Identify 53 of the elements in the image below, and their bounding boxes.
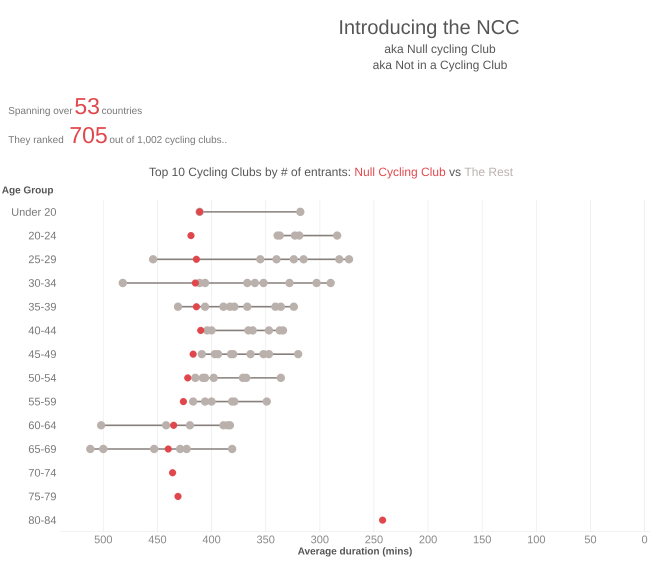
- y-tick-label: 50-54: [28, 374, 56, 382]
- text: vs: [449, 170, 461, 176]
- x-axis-title: Average duration (mins): [298, 547, 412, 557]
- y-tick-label: 75-79: [28, 492, 56, 500]
- text: The Rest: [464, 167, 513, 176]
- y-tick-label: 65-69: [28, 445, 56, 453]
- y-tick-label: 30-34: [28, 279, 56, 287]
- y-tick-label: 70-74: [28, 468, 56, 477]
- point: [187, 232, 195, 240]
- y-tick-label: 40-44: [28, 326, 56, 334]
- x-tick-label: 100: [528, 536, 546, 544]
- x-tick-label: 0: [642, 536, 648, 544]
- point: [170, 422, 178, 429]
- point: [192, 303, 200, 310]
- legend-title: Top 10 Cycling Clubs by # of entrants:: [149, 167, 350, 178]
- x-tick-label: 50: [584, 536, 596, 544]
- point: [197, 326, 204, 334]
- y-tick-label: 25-29: [28, 255, 56, 264]
- text: 705: [70, 126, 107, 144]
- y-axis-title: Age Group: [2, 186, 54, 196]
- y-tick-label: 55-59: [28, 398, 56, 406]
- x-tick-label: 200: [419, 536, 437, 544]
- point: [180, 398, 188, 406]
- y-tick-label: 35-39: [28, 302, 56, 311]
- point: [164, 445, 172, 453]
- x-tick-label: 150: [474, 536, 491, 544]
- chart-title: Introducing the NCC: [340, 20, 519, 38]
- x-tick-label: 350: [256, 536, 274, 544]
- point: [174, 492, 182, 500]
- text: aka Not in a Cycling Club: [373, 60, 507, 72]
- point: [192, 279, 199, 287]
- text: They ranked: [8, 136, 64, 146]
- text: Null Cycling Club: [355, 167, 446, 178]
- text: countries: [102, 106, 142, 114]
- y-tick-label: 20-24: [28, 232, 56, 240]
- x-tick-label: 300: [311, 536, 329, 544]
- y-tick-label: 60-64: [28, 421, 56, 430]
- text: Spanning over: [8, 106, 73, 116]
- x-tick-label: 400: [202, 536, 220, 544]
- chart-subtitle: aka Null cycling Club: [384, 44, 496, 56]
- text: 53: [75, 98, 99, 114]
- point: [190, 350, 197, 358]
- x-tick-label: 500: [94, 536, 112, 544]
- point: [379, 516, 386, 524]
- y-tick-label: 45-49: [28, 350, 56, 358]
- y-tick-label: 80-84: [28, 516, 56, 524]
- point: [184, 374, 192, 382]
- x-tick-label: 450: [148, 536, 166, 544]
- text: out of 1,002 cycling clubs..: [110, 136, 226, 146]
- x-tick-label: 250: [365, 536, 383, 544]
- y-tick-label: Under 20: [12, 208, 56, 216]
- point: [192, 256, 200, 263]
- point: [168, 469, 176, 476]
